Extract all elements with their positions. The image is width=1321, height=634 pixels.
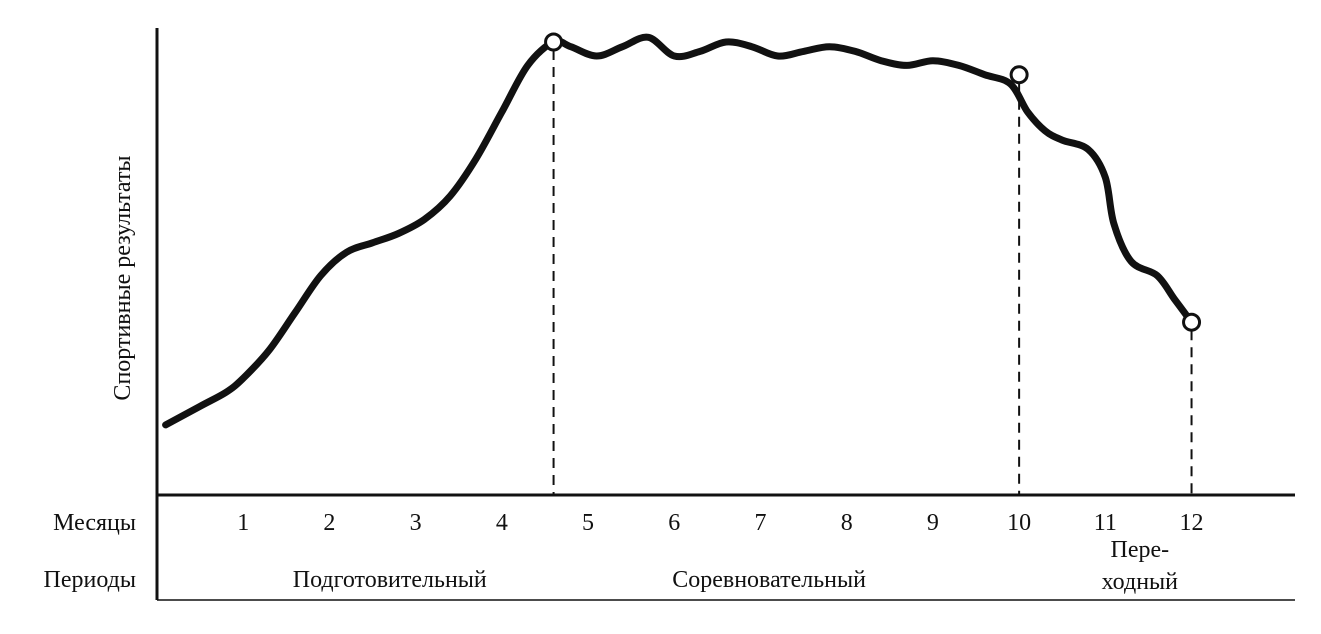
period-label-2: Соревновательный xyxy=(672,567,866,593)
series-line xyxy=(162,33,1195,429)
y-axis-label: Спортивные результаты xyxy=(110,155,136,400)
month-tick-2: 2 xyxy=(323,510,335,536)
period-labels: Подготовительный Соревновательный Пере-ход… xyxy=(293,537,1178,595)
month-tick-4: 4 xyxy=(496,510,508,536)
period-label-3-line-2: ходный xyxy=(1102,569,1179,595)
period-label-1: Подготовительный xyxy=(293,567,487,593)
x-tick-labels: 1 2 3 4 5 6 7 8 9 10 11 12 xyxy=(237,510,1203,536)
periods-row-label: Периоды xyxy=(44,567,136,593)
period-label-3-line-1: Пере- xyxy=(1110,537,1169,563)
months-row-label: Месяцы xyxy=(53,510,136,536)
month-tick-5: 5 xyxy=(582,510,594,536)
month-tick-8: 8 xyxy=(841,510,853,536)
month-tick-11: 11 xyxy=(1094,510,1117,536)
month-tick-9: 9 xyxy=(927,510,939,536)
month-tick-10: 10 xyxy=(1007,510,1031,536)
phase-marker-2 xyxy=(1009,65,1029,85)
month-tick-3: 3 xyxy=(410,510,422,536)
phase-boundaries xyxy=(552,50,1193,495)
phase-markers xyxy=(544,32,1202,332)
month-tick-12: 12 xyxy=(1180,510,1204,536)
month-tick-1: 1 xyxy=(237,510,249,536)
month-tick-6: 6 xyxy=(668,510,680,536)
phase-marker-1 xyxy=(544,32,564,52)
phase-marker-3 xyxy=(1182,312,1202,332)
month-tick-7: 7 xyxy=(754,510,766,536)
